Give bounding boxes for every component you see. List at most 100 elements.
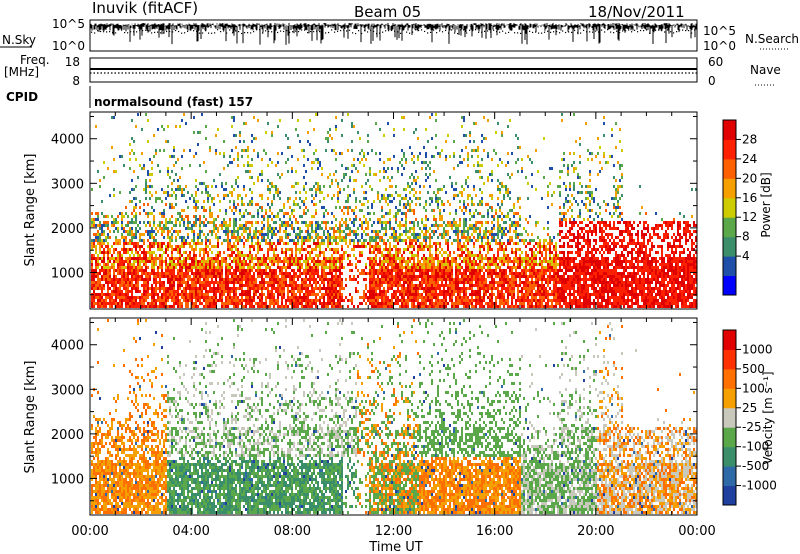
range-time-cell — [139, 206, 141, 209]
range-time-cell — [277, 287, 279, 290]
range-time-cell — [311, 224, 313, 227]
range-time-cell — [99, 233, 101, 236]
range-time-cell — [373, 260, 375, 263]
range-time-cell — [403, 299, 405, 302]
range-time-cell — [95, 263, 97, 266]
range-time-cell — [167, 245, 169, 248]
range-time-cell — [355, 278, 357, 281]
range-time-cell — [305, 302, 307, 305]
range-time-cell — [225, 296, 227, 299]
range-time-cell — [151, 245, 153, 248]
range-time-cell — [187, 191, 189, 194]
range-time-cell — [101, 200, 103, 203]
range-time-cell — [317, 281, 319, 284]
range-time-cell — [225, 302, 227, 305]
range-time-cell — [223, 284, 225, 287]
range-time-cell — [335, 206, 337, 209]
range-time-cell — [133, 140, 135, 143]
range-time-cell — [185, 263, 187, 266]
range-time-cell — [393, 245, 395, 248]
range-time-cell — [105, 215, 107, 218]
range-time-cell — [275, 257, 277, 260]
range-time-cell — [107, 296, 109, 299]
range-time-cell — [97, 170, 99, 173]
range-time-cell — [287, 263, 289, 266]
range-time-cell — [371, 278, 373, 281]
range-time-cell — [165, 260, 167, 263]
nsearch-sample — [223, 30, 225, 32]
range-time-cell — [303, 248, 305, 251]
range-time-cell — [251, 296, 253, 299]
range-time-cell — [237, 251, 239, 254]
range-time-cell — [217, 266, 219, 269]
range-time-cell — [297, 287, 299, 290]
range-time-cell — [395, 239, 397, 242]
range-time-cell — [289, 263, 291, 266]
range-time-cell — [295, 221, 297, 224]
range-time-cell — [385, 212, 387, 215]
range-time-cell — [381, 236, 383, 239]
nsearch-label: N.Search — [745, 32, 799, 46]
range-time-cell — [307, 302, 309, 305]
range-time-cell — [287, 290, 289, 293]
range-time-cell — [403, 251, 405, 254]
range-time-cell — [397, 266, 399, 269]
range-time-cell — [253, 233, 255, 236]
nave-label: Nave — [750, 63, 781, 77]
range-time-cell — [365, 293, 367, 296]
range-time-cell — [313, 152, 315, 155]
range-time-cell — [131, 269, 133, 272]
range-time-cell — [243, 278, 245, 281]
range-time-cell — [117, 239, 119, 242]
range-time-cell — [289, 218, 291, 221]
range-time-cell — [369, 185, 371, 188]
range-time-cell — [367, 296, 369, 299]
range-time-cell — [143, 293, 145, 296]
range-time-cell — [257, 296, 259, 299]
range-time-cell — [259, 272, 261, 275]
range-time-cell — [107, 278, 109, 281]
range-time-cell — [137, 266, 139, 269]
range-time-cell — [163, 290, 165, 293]
range-time-cell — [135, 290, 137, 293]
range-time-cell — [175, 194, 177, 197]
range-time-cell — [195, 269, 197, 272]
range-time-cell — [233, 119, 235, 122]
range-time-cell — [107, 224, 109, 227]
range-time-cell — [217, 275, 219, 278]
range-time-cell — [303, 299, 305, 302]
range-time-cell — [285, 254, 287, 257]
range-time-cell — [223, 140, 225, 143]
range-time-cell — [291, 293, 293, 296]
range-time-cell — [283, 305, 285, 308]
range-time-cell — [175, 293, 177, 296]
range-time-cell — [371, 287, 373, 290]
range-time-cell — [233, 278, 235, 281]
range-time-cell — [103, 251, 105, 254]
range-time-cell — [381, 209, 383, 212]
range-time-cell — [383, 194, 385, 197]
range-time-cell — [97, 284, 99, 287]
range-time-cell — [361, 203, 363, 206]
range-time-cell — [361, 272, 363, 275]
range-time-cell — [229, 281, 231, 284]
range-time-cell — [269, 272, 271, 275]
nsearch-sample — [100, 30, 102, 33]
range-time-cell — [293, 275, 295, 278]
range-time-cell — [215, 290, 217, 293]
range-time-cell — [251, 224, 253, 227]
range-time-cell — [327, 278, 329, 281]
range-time-cell — [233, 218, 235, 221]
range-time-cell — [293, 185, 295, 188]
range-time-cell — [203, 221, 205, 224]
range-time-cell — [127, 299, 129, 302]
range-time-cell — [371, 206, 373, 209]
range-time-cell — [353, 275, 355, 278]
nsearch-sample — [139, 29, 141, 31]
range-time-cell — [247, 278, 249, 281]
range-time-cell — [261, 293, 263, 296]
range-time-cell — [181, 302, 183, 305]
range-time-cell — [173, 248, 175, 251]
range-time-cell — [331, 254, 333, 257]
range-time-cell — [195, 263, 197, 266]
